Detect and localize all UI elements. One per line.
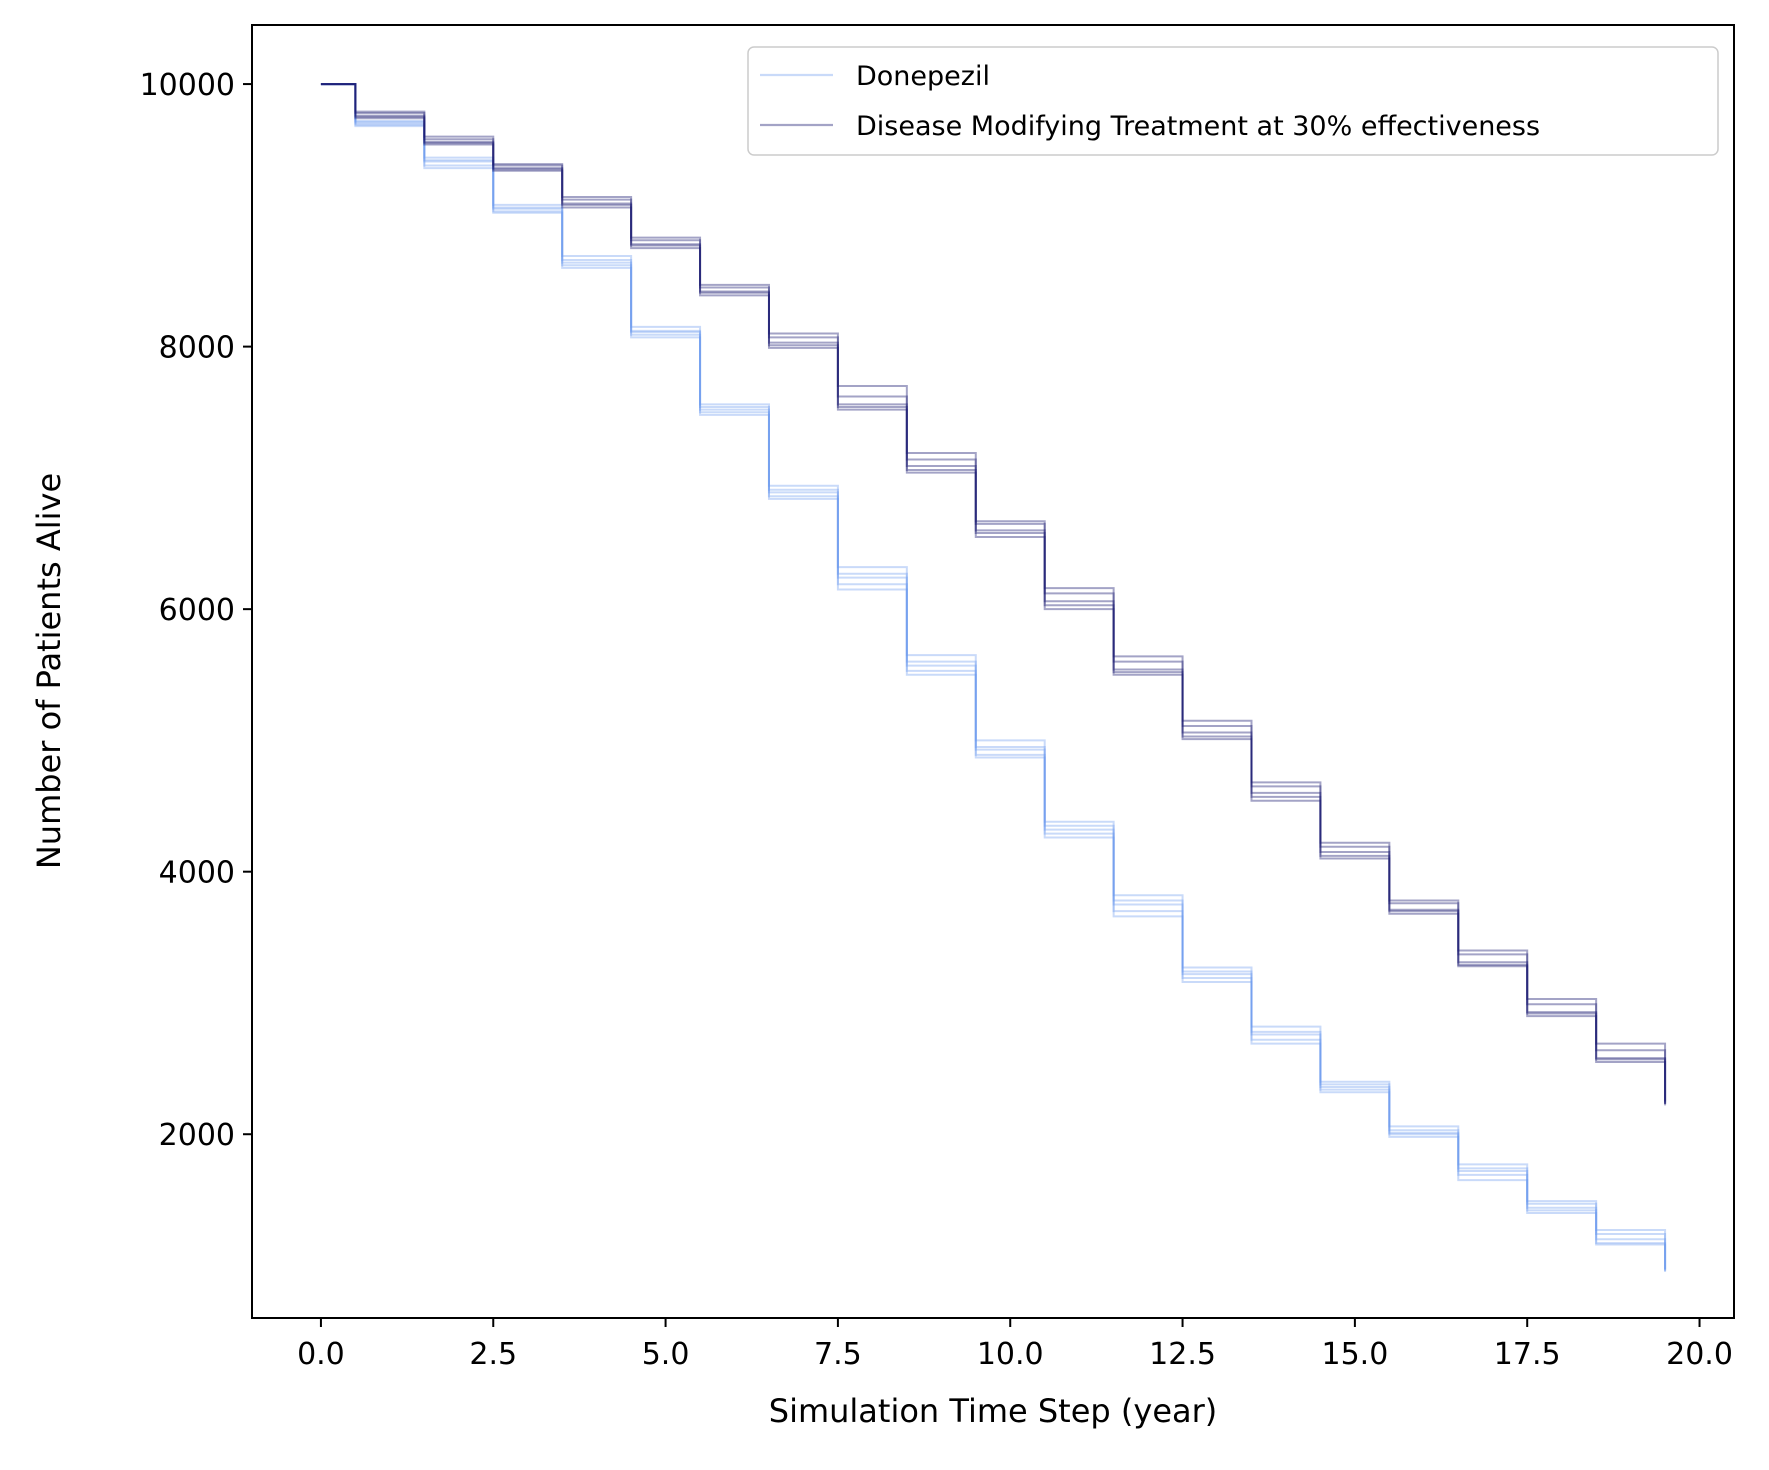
series-line-disease-modifying-9 <box>320 83 1667 1105</box>
x-tick-label: 7.5 <box>814 1337 862 1372</box>
x-axis: 0.0 2.5 5.0 7.5 10.0 12.5 15.0 17.5 20.0 <box>297 1318 1733 1372</box>
x-tick-label: 20.0 <box>1666 1337 1733 1372</box>
y-tick-label: 8000 <box>159 331 235 366</box>
y-tick-label: 4000 <box>159 856 235 891</box>
series-line-disease-modifying-5 <box>320 83 1667 1106</box>
x-tick-label: 10.0 <box>977 1337 1044 1372</box>
series-line-donepezil-0 <box>320 83 1667 1271</box>
legend-label-donepezil: Donepezil <box>856 61 990 92</box>
x-tick-label: 2.5 <box>469 1337 517 1372</box>
x-tick-label: 0.0 <box>297 1337 345 1372</box>
series-line-disease-modifying-8 <box>320 83 1667 1105</box>
series-line-donepezil-3 <box>320 83 1667 1271</box>
series-line-donepezil-2 <box>320 83 1667 1273</box>
series-line-donepezil-1 <box>320 83 1667 1270</box>
y-tick-label: 6000 <box>159 593 235 628</box>
plot-frame <box>251 24 1735 1319</box>
x-tick-label: 12.5 <box>1149 1337 1216 1372</box>
legend-label-disease-modifying: Disease Modifying Treatment at 30% effec… <box>856 111 1540 142</box>
legend-box <box>747 46 1719 156</box>
legend: Donepezil Disease Modifying Treatment at… <box>747 46 1719 156</box>
x-axis-label: Simulation Time Step (year) <box>769 1392 1218 1430</box>
series-line-disease-modifying-7 <box>320 83 1667 1103</box>
y-tick-label: 2000 <box>159 1118 235 1153</box>
x-tick-label: 15.0 <box>1321 1337 1388 1372</box>
y-axis-label: Number of Patients Alive <box>30 473 68 869</box>
series-layer <box>320 83 1667 1273</box>
y-tick-label: 10000 <box>140 68 235 103</box>
y-axis: 2000 4000 6000 8000 10000 <box>140 68 252 1153</box>
x-tick-label: 5.0 <box>642 1337 690 1372</box>
series-line-donepezil-4 <box>320 83 1667 1270</box>
series-line-disease-modifying-6 <box>320 83 1667 1102</box>
x-tick-label: 17.5 <box>1494 1337 1561 1372</box>
